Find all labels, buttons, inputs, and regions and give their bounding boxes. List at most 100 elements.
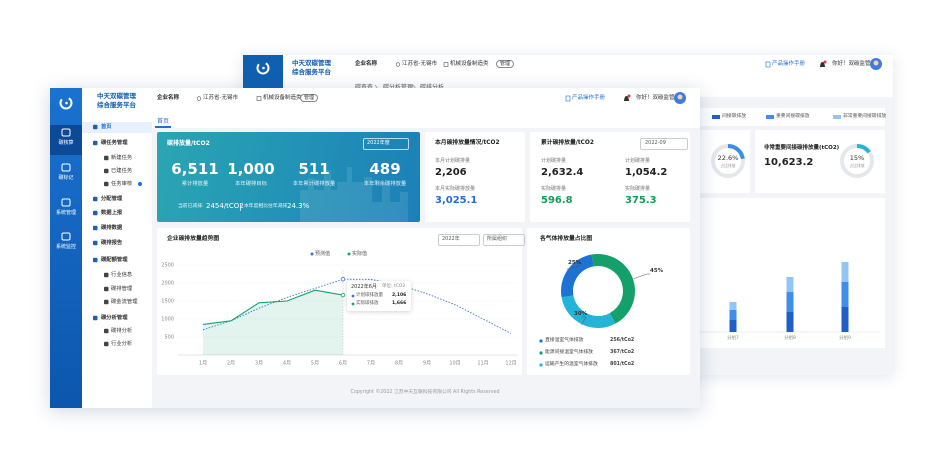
nav-item[interactable]: 行业信息: [111, 271, 133, 278]
emission-card: [755, 130, 885, 193]
nav-item[interactable]: 碳分析管理: [101, 314, 128, 321]
actual-line: [202, 289, 344, 325]
filter-value[interactable]: 2022年: [442, 236, 460, 242]
x-tick-label: 7月: [367, 361, 375, 367]
nav-item[interactable]: 碳金流管理: [111, 298, 138, 305]
month-card: [425, 132, 525, 222]
rail-active: [50, 125, 82, 155]
rail-label[interactable]: 碳核算: [58, 140, 74, 146]
legend-amount: 801/tCo2: [610, 362, 635, 367]
nav-item[interactable]: 行业分析: [111, 340, 133, 347]
nav-icon: [93, 240, 98, 246]
nav-icon: [93, 225, 98, 231]
nav-item[interactable]: 已建任务: [111, 167, 133, 174]
manual-link[interactable]: 产品操作手册: [572, 95, 606, 101]
nav-item[interactable]: 数据上报: [101, 209, 123, 216]
x-tick-label: 10月: [449, 361, 460, 367]
org-select[interactable]: [483, 234, 525, 246]
breadcrumb: 碳查查: [355, 84, 373, 91]
nav-item[interactable]: 碳排管理: [111, 285, 133, 292]
nav-active: [82, 122, 152, 133]
item-label: 计划碳排量: [625, 158, 651, 164]
hover-point: [340, 292, 346, 298]
nav-item[interactable]: 任务审核: [111, 180, 133, 187]
nav-item[interactable]: 首页: [101, 123, 112, 130]
bell-icon: [624, 96, 629, 101]
x-tick-label: 5月: [311, 361, 319, 367]
tooltip-title: 2022年6月: [351, 284, 377, 290]
rail-label[interactable]: 系统管理: [55, 210, 77, 216]
nav-icon: [104, 299, 109, 305]
task-badge: [138, 182, 142, 186]
logo-icon: [256, 61, 270, 75]
divider: [240, 203, 241, 211]
stat-label: 本年剩余碳排放量: [363, 181, 407, 187]
nav-item[interactable]: 分配管理: [101, 195, 123, 202]
legend-dot: [539, 351, 543, 355]
nav-item[interactable]: 碳任务管理: [101, 139, 128, 146]
saved-value: 2454/tCO2: [206, 202, 244, 210]
legend-swatch: [766, 115, 774, 119]
nav-item[interactable]: 碳排分析: [111, 327, 133, 334]
role-tag: 管理: [300, 94, 319, 102]
y-tick-label: 1000: [161, 317, 174, 323]
bar-segment: [841, 282, 849, 307]
rail-icon: [61, 128, 71, 137]
legend-amount: 256/tCo2: [610, 338, 635, 343]
badge: [823, 60, 827, 64]
location-icon: [196, 96, 202, 101]
industry-icon: [256, 96, 262, 101]
item-label: 本月计划碳排量: [435, 158, 471, 164]
logo-title: 中天双碳管理: [292, 59, 331, 67]
nav-item[interactable]: 新建任务: [111, 154, 133, 161]
industry: 机械设备制造类: [450, 61, 489, 67]
logo-dot: [262, 66, 265, 70]
company-label: 企业名称: [157, 95, 180, 101]
legend-label: 能源间接温室气体排放: [545, 350, 593, 355]
nav-icon: [93, 315, 98, 321]
item-label: 实际碳排量: [541, 186, 567, 192]
manual-link[interactable]: 产品操作手册: [772, 61, 806, 67]
nav-item[interactable]: 碳配额管理: [101, 256, 128, 263]
rail-label[interactable]: 碳标记: [58, 175, 74, 181]
legend-bar: [690, 108, 885, 126]
nav-icon: [93, 196, 98, 202]
nav-icon: [93, 257, 98, 263]
period-select[interactable]: [640, 138, 688, 150]
filter-value[interactable]: 所属组织: [487, 236, 508, 242]
legend-swatch: [712, 115, 720, 119]
leader-line: [633, 273, 650, 279]
x-tick-label: 8月: [395, 361, 403, 367]
x-tick-label: 11月: [477, 361, 488, 367]
rail-label[interactable]: 系统监控: [55, 244, 77, 250]
pie-slice: [561, 254, 594, 298]
legend-swatch: [833, 115, 841, 119]
stat-label: 本年碳排目标: [235, 181, 267, 187]
legend-dot: [539, 339, 543, 343]
year-select[interactable]: [438, 234, 480, 246]
tooltip-label: 计划碳排放量: [356, 293, 383, 298]
bar-segment: [786, 277, 794, 292]
bell-icon: [820, 62, 825, 67]
tooltip-value: 2,106: [392, 293, 407, 298]
industry-icon: [443, 62, 449, 67]
nav-item[interactable]: 碳排数据: [101, 224, 123, 231]
card-title: 本月碳排放量情况/tCO2: [435, 140, 500, 146]
actual-area: [203, 290, 343, 355]
avatar-face: [873, 60, 879, 66]
reduction-rate: 24.3%: [287, 202, 310, 210]
period-select[interactable]: [363, 138, 409, 150]
tab[interactable]: 首页: [157, 118, 170, 125]
period-value: 2022年度: [367, 140, 390, 146]
forecast-line: [202, 278, 512, 334]
nav-item[interactable]: 碳排报告: [101, 239, 123, 246]
item-label: 实际碳排量: [625, 186, 651, 192]
nav-icon: [93, 210, 98, 216]
x-tick-label: 1月: [199, 361, 207, 367]
item-label: 计划碳排量: [541, 158, 567, 164]
legend-label: 运输产生的温室气体排放: [545, 362, 598, 367]
y-tick-label: 2500: [161, 263, 174, 269]
